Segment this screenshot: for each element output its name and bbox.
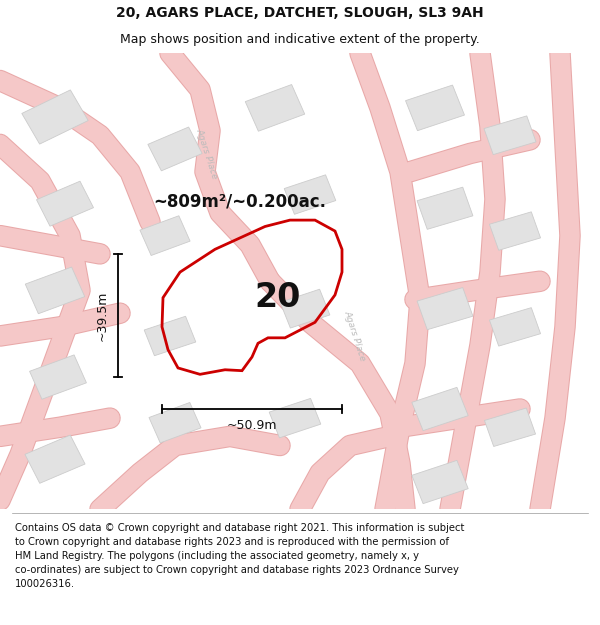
Text: ~39.5m: ~39.5m [95, 290, 109, 341]
Text: Map shows position and indicative extent of the property.: Map shows position and indicative extent… [120, 33, 480, 46]
Bar [490, 308, 541, 346]
Bar [37, 181, 94, 226]
Bar [245, 84, 305, 131]
Bar [406, 85, 464, 131]
Bar [484, 408, 536, 446]
Bar [29, 355, 86, 399]
Bar [490, 212, 541, 250]
Text: 20, AGARS PLACE, DATCHET, SLOUGH, SL3 9AH: 20, AGARS PLACE, DATCHET, SLOUGH, SL3 9A… [116, 6, 484, 20]
Bar [25, 267, 85, 314]
Bar [269, 398, 321, 438]
Text: ~809m²/~0.200ac.: ~809m²/~0.200ac. [154, 193, 326, 211]
Bar [148, 127, 202, 171]
Bar [412, 461, 468, 504]
Text: 20: 20 [255, 281, 301, 314]
Bar [144, 316, 196, 356]
Bar [280, 289, 330, 328]
Text: ~50.9m: ~50.9m [227, 419, 277, 432]
Bar [417, 187, 473, 229]
Bar [25, 435, 85, 483]
Text: Agars Place: Agars Place [194, 127, 220, 180]
Bar [284, 175, 336, 214]
Bar [149, 402, 201, 443]
Bar [412, 388, 468, 431]
Bar [484, 116, 536, 154]
Bar [417, 288, 473, 330]
Bar [140, 216, 190, 256]
Text: Contains OS data © Crown copyright and database right 2021. This information is : Contains OS data © Crown copyright and d… [15, 523, 464, 589]
Bar [22, 90, 88, 144]
Text: Agars Place: Agars Place [343, 309, 367, 362]
